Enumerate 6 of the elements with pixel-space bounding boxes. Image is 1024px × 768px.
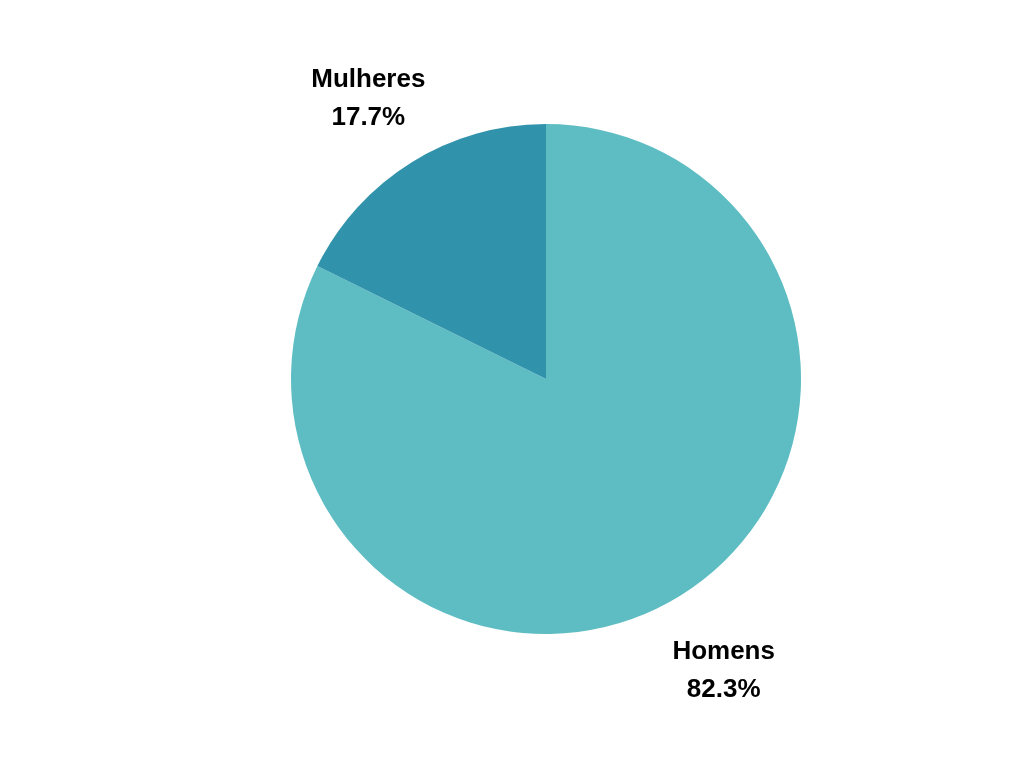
pie-slice <box>291 124 801 634</box>
slice-label: Mulheres <box>311 63 426 94</box>
slice-label: Homens <box>672 634 775 665</box>
pie-slice <box>317 124 546 379</box>
data-label: 17.7% <box>331 101 406 132</box>
data-label: 82.3% <box>686 672 761 703</box>
